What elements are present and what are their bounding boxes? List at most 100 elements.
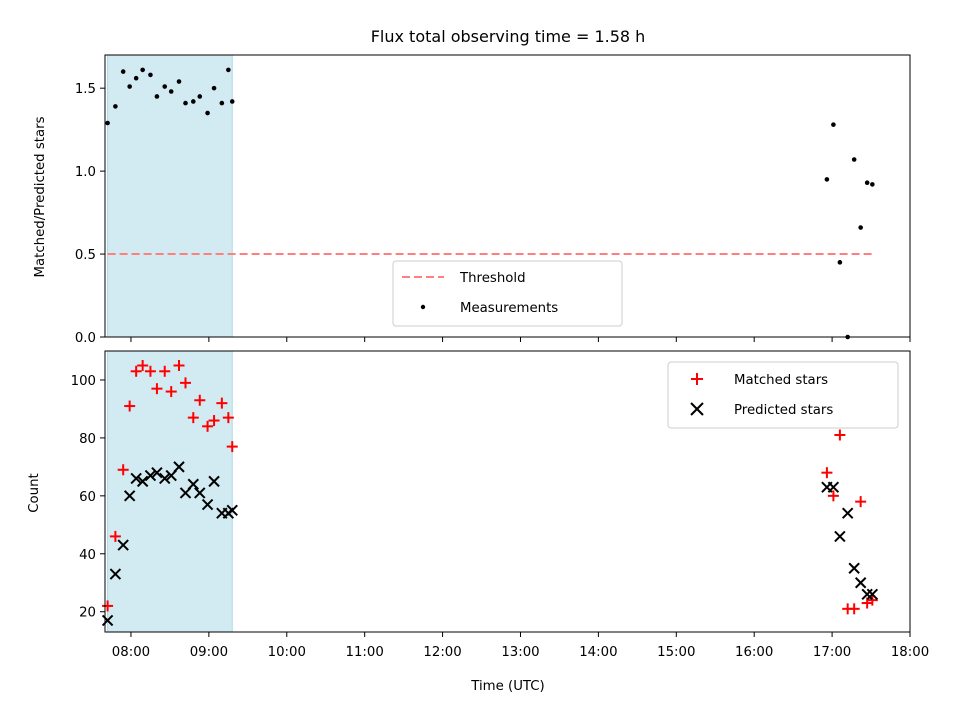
top-y-tick-label: 1.5 [75, 82, 96, 97]
measurement-point [229, 99, 235, 104]
matched-star-point [173, 359, 185, 371]
matched-star-point [151, 383, 163, 395]
measurement-point [140, 67, 145, 73]
predicted-star-point [117, 539, 129, 551]
legend-matched-swatch [691, 373, 703, 385]
legend-predicted-label: Predicted stars [734, 403, 833, 418]
predicted-star-point [827, 481, 840, 493]
predicted-star-point [109, 568, 122, 580]
predicted-star-point [101, 614, 114, 627]
matched-star-point [109, 530, 121, 542]
x-tick-label: 12:00 [423, 645, 461, 660]
matched-star-point [866, 594, 878, 606]
matched-star-point [216, 397, 228, 409]
predicted-star-point [201, 498, 214, 511]
top-y-tick-label: 0.0 [75, 331, 96, 346]
top-y-tick-label: 1.0 [75, 165, 96, 180]
measurement-point [105, 120, 110, 126]
bottom-shaded-span [107, 350, 233, 633]
matched-star-point [187, 412, 199, 424]
x-tick-label: 09:00 [190, 645, 228, 660]
bottom-y-axis-label: Count [27, 473, 42, 513]
matched-star-point [208, 415, 220, 427]
predicted-star-point [834, 530, 846, 543]
predicted-star-point [187, 478, 199, 490]
predicted-star-point [173, 461, 185, 473]
matched-star-point [194, 394, 206, 406]
top-y-tick-label: 0.5 [75, 248, 96, 263]
measurement-point [162, 84, 168, 89]
predicted-star-point [123, 490, 136, 502]
matched-star-point [222, 412, 234, 424]
measurement-point [120, 69, 126, 74]
x-tick-label: 17:00 [813, 645, 851, 660]
measurement-point [190, 99, 196, 104]
predicted-star-point [854, 577, 867, 589]
x-axis-label: Time (UTC) [470, 679, 545, 694]
matched-star-point [117, 464, 129, 476]
matched-star-point [124, 400, 136, 412]
matched-star-point [102, 600, 114, 612]
x-tick-label: 11:00 [346, 645, 384, 660]
bottom-axes-frame [104, 350, 911, 633]
predicted-star-point [130, 472, 142, 485]
bottom-legend: Matched stars Predicted stars [667, 361, 899, 429]
matched-star-point [202, 420, 214, 432]
measurement-point [168, 89, 174, 94]
matched-star-point [855, 496, 867, 508]
predicted-star-point [144, 469, 157, 482]
top-shaded-span [107, 54, 233, 338]
measurement-point [219, 100, 225, 106]
matched-star-point [159, 365, 171, 377]
measurement-point [197, 94, 203, 99]
bottom-legend-box [667, 361, 899, 429]
matched-star-point [226, 441, 238, 453]
matched-star-point [848, 603, 860, 615]
legend-measurements-label: Measurements [460, 301, 558, 316]
x-tick-label: 15:00 [657, 645, 695, 660]
x-tick-label: 14:00 [579, 645, 617, 660]
measurement-point [183, 100, 188, 106]
legend-predicted-swatch [690, 402, 704, 416]
top-y-axis-label: Matched/Predicted stars [33, 116, 48, 277]
bottom-y-tick-label: 80 [79, 432, 96, 447]
measurement-point [127, 84, 132, 89]
x-tick-label: 08:00 [112, 645, 150, 660]
predicted-star-point [194, 487, 206, 499]
predicted-star-point [866, 588, 879, 601]
matched-star-point [144, 365, 156, 377]
matched-star-point [165, 386, 177, 398]
matched-star-point [137, 359, 149, 371]
matched-star-point [827, 490, 839, 502]
bottom-y-tick-label: 60 [79, 490, 96, 505]
x-tick-label: 16:00 [735, 645, 773, 660]
measurement-point [824, 177, 830, 182]
legend-threshold-label: Threshold [459, 271, 526, 286]
predicted-star-point [151, 466, 163, 479]
chart-title: Flux total observing time = 1.58 h [371, 27, 646, 46]
predicted-star-point [841, 507, 854, 519]
measurement-point [870, 182, 875, 187]
top-legend: Threshold Measurements [392, 260, 623, 327]
predicted-star-point [861, 588, 873, 601]
x-tick-label: 13:00 [501, 645, 539, 660]
measurement-point [133, 75, 139, 81]
bottom-y-tick-label: 20 [79, 606, 96, 621]
predicted-star-point [159, 472, 171, 485]
legend-measurements-swatch [420, 304, 426, 310]
measurement-point [205, 110, 210, 116]
measurement-point [176, 79, 182, 84]
matched-star-point [130, 365, 142, 377]
x-tick-label: 10:00 [268, 645, 306, 660]
predicted-star-point [226, 504, 238, 517]
measurement-point [851, 157, 857, 162]
measurement-point [831, 122, 836, 127]
x-tick-label: 18:00 [891, 645, 929, 660]
matched-star-point [834, 429, 846, 441]
measurement-point [154, 94, 160, 99]
predicted-star-point [848, 562, 860, 574]
top-panel: 0.0 0.5 1.0 1.5 [75, 54, 911, 346]
measurement-point [226, 67, 231, 73]
legend-matched-label: Matched stars [734, 373, 828, 388]
